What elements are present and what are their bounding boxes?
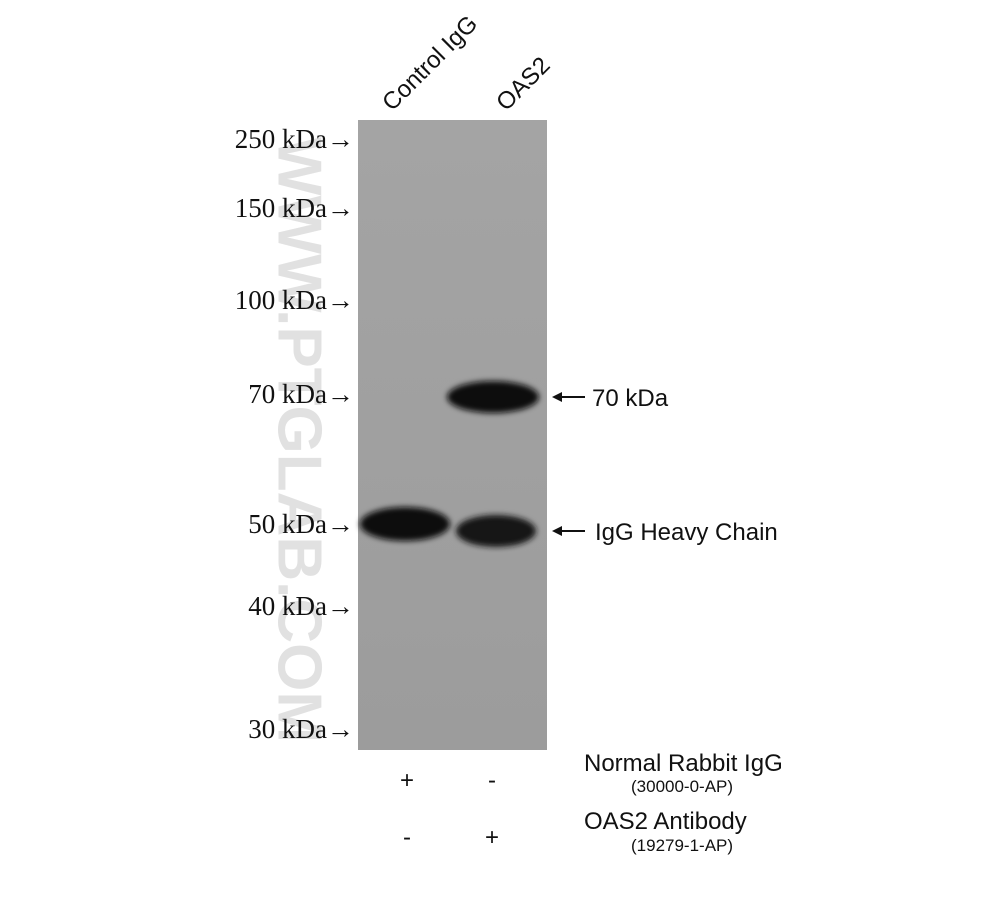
marker-label: 40 kDa→ <box>248 591 354 621</box>
band <box>447 381 539 413</box>
arrow-head <box>552 526 562 536</box>
sign: + <box>400 767 414 794</box>
sign: - <box>403 824 411 851</box>
marker-label: 100 kDa→ <box>235 285 354 315</box>
reagent-name: OAS2 Antibody <box>584 808 747 835</box>
sign: + <box>485 824 499 851</box>
band-label-igg: IgG Heavy Chain <box>552 519 778 546</box>
reagent-name: Normal Rabbit IgG <box>584 750 783 777</box>
bands <box>360 381 539 547</box>
band <box>456 515 536 547</box>
reagent-catalog: (19279-1-AP) <box>631 836 733 855</box>
band-label-70: 70 kDa <box>552 385 669 412</box>
band-label: IgG Heavy Chain <box>595 519 778 546</box>
marker-label: 250 kDa→ <box>235 124 354 154</box>
marker-label: 150 kDa→ <box>235 193 354 223</box>
band-label: 70 kDa <box>592 385 669 412</box>
watermark: WWW.PTGLAB.COM <box>265 137 334 743</box>
marker-label: 30 kDa→ <box>248 714 354 744</box>
marker-label: 70 kDa→ <box>248 379 354 409</box>
marker-label: 50 kDa→ <box>248 509 354 539</box>
sign: - <box>488 767 496 794</box>
blot-membrane <box>358 120 547 750</box>
lane-label: Control IgG <box>377 10 483 116</box>
reagent-catalog: (30000-0-AP) <box>631 777 733 796</box>
band <box>360 507 450 541</box>
arrow-head <box>552 392 562 402</box>
lane-label: OAS2 <box>491 52 555 116</box>
